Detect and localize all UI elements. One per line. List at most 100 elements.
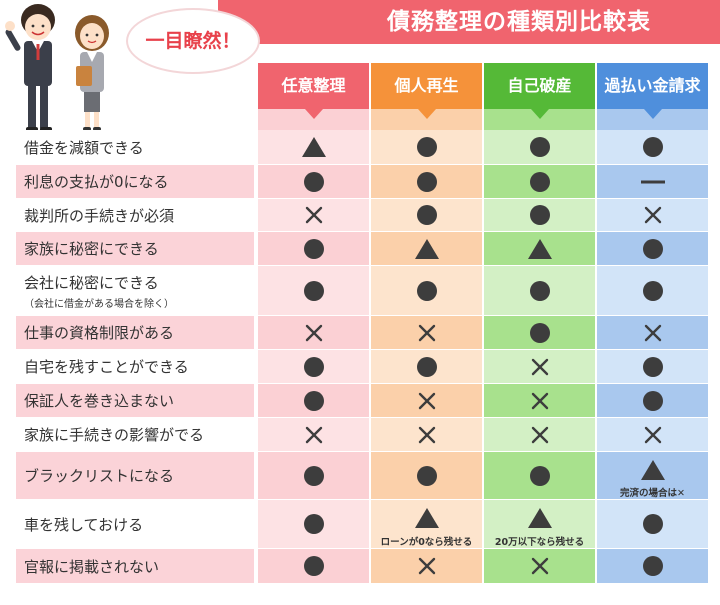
- row-label: 保証人を巻き込まない: [16, 384, 254, 417]
- table-cell: [484, 549, 595, 583]
- circle-icon: [303, 171, 324, 192]
- row-label: 会社に秘密にできる （会社に借金がある場合を除く）: [16, 266, 254, 315]
- table-cell: [484, 418, 595, 451]
- table-cell: ローンが0なら残せる: [371, 500, 482, 548]
- column-header-strip: [484, 109, 595, 130]
- circle-icon: [303, 390, 324, 411]
- cross-icon: [643, 205, 663, 225]
- circle-icon: [303, 280, 324, 301]
- table-cell: [258, 130, 369, 164]
- circle-icon: [642, 356, 663, 377]
- column-header-strip: [258, 109, 369, 130]
- table-cell: [371, 266, 482, 315]
- table-cell: [597, 130, 708, 164]
- row-label: 官報に掲載されない: [16, 549, 254, 583]
- cross-icon: [417, 425, 437, 445]
- circle-icon: [529, 465, 550, 486]
- table-cell: [484, 130, 595, 164]
- circle-icon: [303, 356, 324, 377]
- column-header-arrow-icon: [643, 109, 662, 119]
- column-header-arrow-icon: [530, 109, 549, 119]
- circle-icon: [529, 280, 550, 301]
- table-cell: [484, 165, 595, 198]
- triangle-icon: [640, 460, 665, 480]
- cross-icon: [530, 357, 550, 377]
- cell-note: ローンが0なら残せる: [380, 537, 473, 548]
- circle-icon: [303, 465, 324, 486]
- cell-note: 完済の場合は✕: [620, 488, 685, 499]
- cross-icon: [530, 425, 550, 445]
- column-header-arrow-icon: [304, 109, 323, 119]
- table-cell: [371, 350, 482, 383]
- row-label: 自宅を残すことができる: [16, 350, 254, 383]
- circle-icon: [416, 356, 437, 377]
- table-cell: [484, 350, 595, 383]
- circle-icon: [642, 137, 663, 157]
- table-cell: [484, 232, 595, 265]
- table-cell: [258, 452, 369, 499]
- table-cell: [371, 165, 482, 198]
- row-label: 仕事の資格制限がある: [16, 316, 254, 349]
- bubble-text: 一目瞭然！: [145, 30, 241, 52]
- table-cell: [258, 165, 369, 198]
- circle-icon: [642, 556, 663, 576]
- table-cell: [258, 232, 369, 265]
- dash-icon: [640, 180, 665, 183]
- table-cell: [258, 418, 369, 451]
- row-label-text: ブラックリストになる: [24, 467, 175, 485]
- circle-icon: [529, 322, 550, 343]
- circle-icon: [642, 238, 663, 259]
- row-label-text: 保証人を巻き込まない: [24, 392, 175, 410]
- table-cell: [484, 199, 595, 231]
- table-cell: [258, 500, 369, 548]
- table-cell: [484, 316, 595, 349]
- page-title: 債務整理の種類別比較表: [387, 9, 651, 35]
- cross-icon: [417, 323, 437, 343]
- cross-icon: [417, 391, 437, 411]
- table-cell: [371, 316, 482, 349]
- table-cell: [597, 232, 708, 265]
- table-cell: 20万以下なら残せる: [484, 500, 595, 548]
- circle-icon: [529, 205, 550, 225]
- circle-icon: [529, 171, 550, 192]
- table-cell: [484, 384, 595, 417]
- triangle-icon: [301, 137, 326, 157]
- cross-icon: [304, 425, 324, 445]
- table-cell: [371, 130, 482, 164]
- row-label: 裁判所の手続きが必須: [16, 199, 254, 231]
- circle-icon: [642, 280, 663, 301]
- business-people-illustration: [5, 4, 109, 132]
- column-header-1: 任意整理: [258, 63, 369, 109]
- circle-icon: [416, 137, 437, 157]
- table-cell: 完済の場合は✕: [597, 452, 708, 499]
- row-label-text: 自宅を残すことができる: [24, 358, 189, 376]
- table-cell: [597, 549, 708, 583]
- row-label-text: 借金を減額できる: [24, 138, 144, 157]
- column-header-4: 過払い金請求: [597, 63, 708, 109]
- table-cell: [597, 165, 708, 198]
- row-label-text: 仕事の資格制限がある: [24, 324, 175, 342]
- table-cell: [371, 549, 482, 583]
- column-header-arrow-icon: [417, 109, 436, 119]
- row-label: 借金を減額できる: [16, 130, 254, 164]
- table-cell: [258, 549, 369, 583]
- table-cell: [371, 384, 482, 417]
- cell-note: 20万以下なら残せる: [494, 537, 585, 548]
- circle-icon: [642, 514, 663, 534]
- row-label-text: 家族に秘密にできる: [24, 240, 159, 258]
- cross-icon: [643, 425, 663, 445]
- table-cell: [484, 452, 595, 499]
- title-banner: 債務整理の種類別比較表: [218, 0, 720, 44]
- table-cell: [258, 384, 369, 417]
- table-cell: [597, 418, 708, 451]
- column-header-2: 個人再生: [371, 63, 482, 109]
- circle-icon: [416, 171, 437, 192]
- cross-icon: [304, 205, 324, 225]
- circle-icon: [529, 137, 550, 157]
- circle-icon: [303, 514, 324, 534]
- circle-icon: [642, 390, 663, 411]
- column-header-strip: [597, 109, 708, 130]
- speech-bubble: 一目瞭然！: [128, 10, 258, 72]
- table-cell: [597, 199, 708, 231]
